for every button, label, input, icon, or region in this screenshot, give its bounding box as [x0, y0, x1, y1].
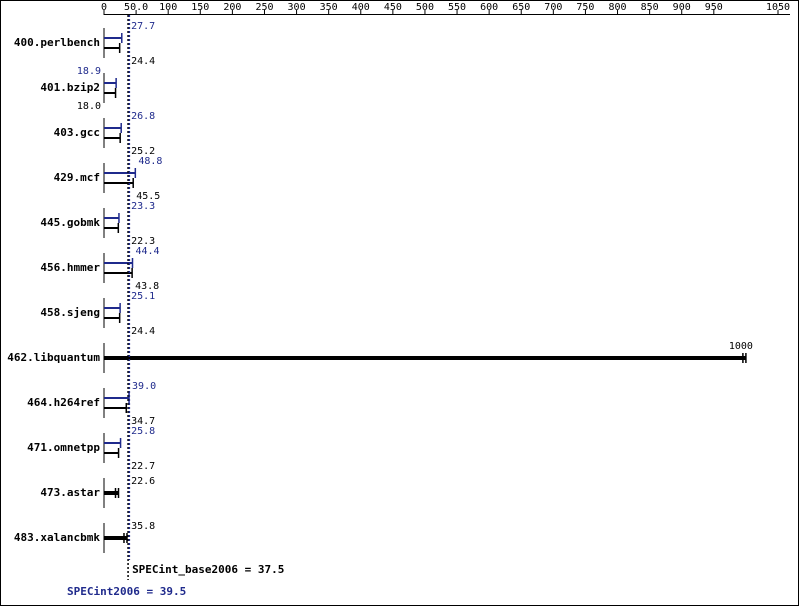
x-tick-label: 650	[512, 2, 530, 13]
value-label: 25.1	[131, 291, 155, 302]
x-tick-label: 200	[223, 2, 241, 13]
category-label: 403.gcc	[54, 126, 100, 139]
category-label: 429.mcf	[54, 171, 100, 184]
value-label: 18.0	[77, 101, 101, 112]
category-label: 445.gobmk	[40, 216, 100, 229]
x-tick-label: 850	[641, 2, 659, 13]
value-label: 39.0	[132, 381, 156, 392]
x-tick-label: 600	[480, 2, 498, 13]
x-tick-label: 800	[608, 2, 626, 13]
x-tick-label: 550	[448, 2, 466, 13]
value-label: 26.8	[131, 111, 155, 122]
value-label: 43.8	[135, 281, 159, 292]
x-tick-label: 700	[544, 2, 562, 13]
x-tick-label: 100	[159, 2, 177, 13]
value-label: 48.8	[138, 156, 162, 167]
category-label: 471.omnetpp	[27, 441, 100, 454]
value-label: 27.7	[131, 21, 155, 32]
category-label: 401.bzip2	[40, 81, 100, 94]
value-label: 22.7	[131, 461, 155, 472]
category-label: 400.perlbench	[14, 36, 100, 49]
value-label: 25.2	[131, 146, 155, 157]
value-label: 23.3	[131, 201, 155, 212]
x-tick-label: 750	[576, 2, 594, 13]
value-label: 44.4	[136, 246, 160, 257]
x-tick-label: 400	[352, 2, 370, 13]
value-label: 24.4	[131, 326, 155, 337]
x-tick-label: 350	[320, 2, 338, 13]
metric-label: SPECint_base2006 = 37.5	[132, 563, 284, 576]
x-tick-label: 950	[705, 2, 723, 13]
value-label: 24.4	[131, 56, 155, 67]
value-label: 1000	[729, 341, 753, 352]
x-tick-label: 0	[101, 2, 107, 13]
metric-label: SPECint2006 = 39.5	[67, 585, 186, 598]
value-label: 45.5	[136, 191, 160, 202]
value-label: 22.6	[131, 476, 155, 487]
x-tick-label: 300	[288, 2, 306, 13]
category-label: 458.sjeng	[40, 306, 100, 319]
value-label: 34.7	[131, 416, 155, 427]
x-tick-label: 250	[255, 2, 273, 13]
category-label: 473.astar	[40, 486, 100, 499]
x-tick-label: 900	[673, 2, 691, 13]
category-label: 464.h264ref	[27, 396, 100, 409]
x-tick-label: 50.0	[124, 2, 148, 13]
value-label: 18.9	[77, 66, 101, 77]
category-label: 483.xalancbmk	[14, 531, 100, 544]
category-label: 456.hmmer	[40, 261, 100, 274]
category-label: 462.libquantum	[7, 351, 100, 364]
x-tick-label: 150	[191, 2, 209, 13]
x-tick-label: 1050	[766, 2, 790, 13]
value-label: 25.8	[131, 426, 155, 437]
x-tick-label: 500	[416, 2, 434, 13]
x-tick-label: 450	[384, 2, 402, 13]
value-label: 22.3	[131, 236, 155, 247]
value-label: 35.8	[131, 521, 155, 532]
